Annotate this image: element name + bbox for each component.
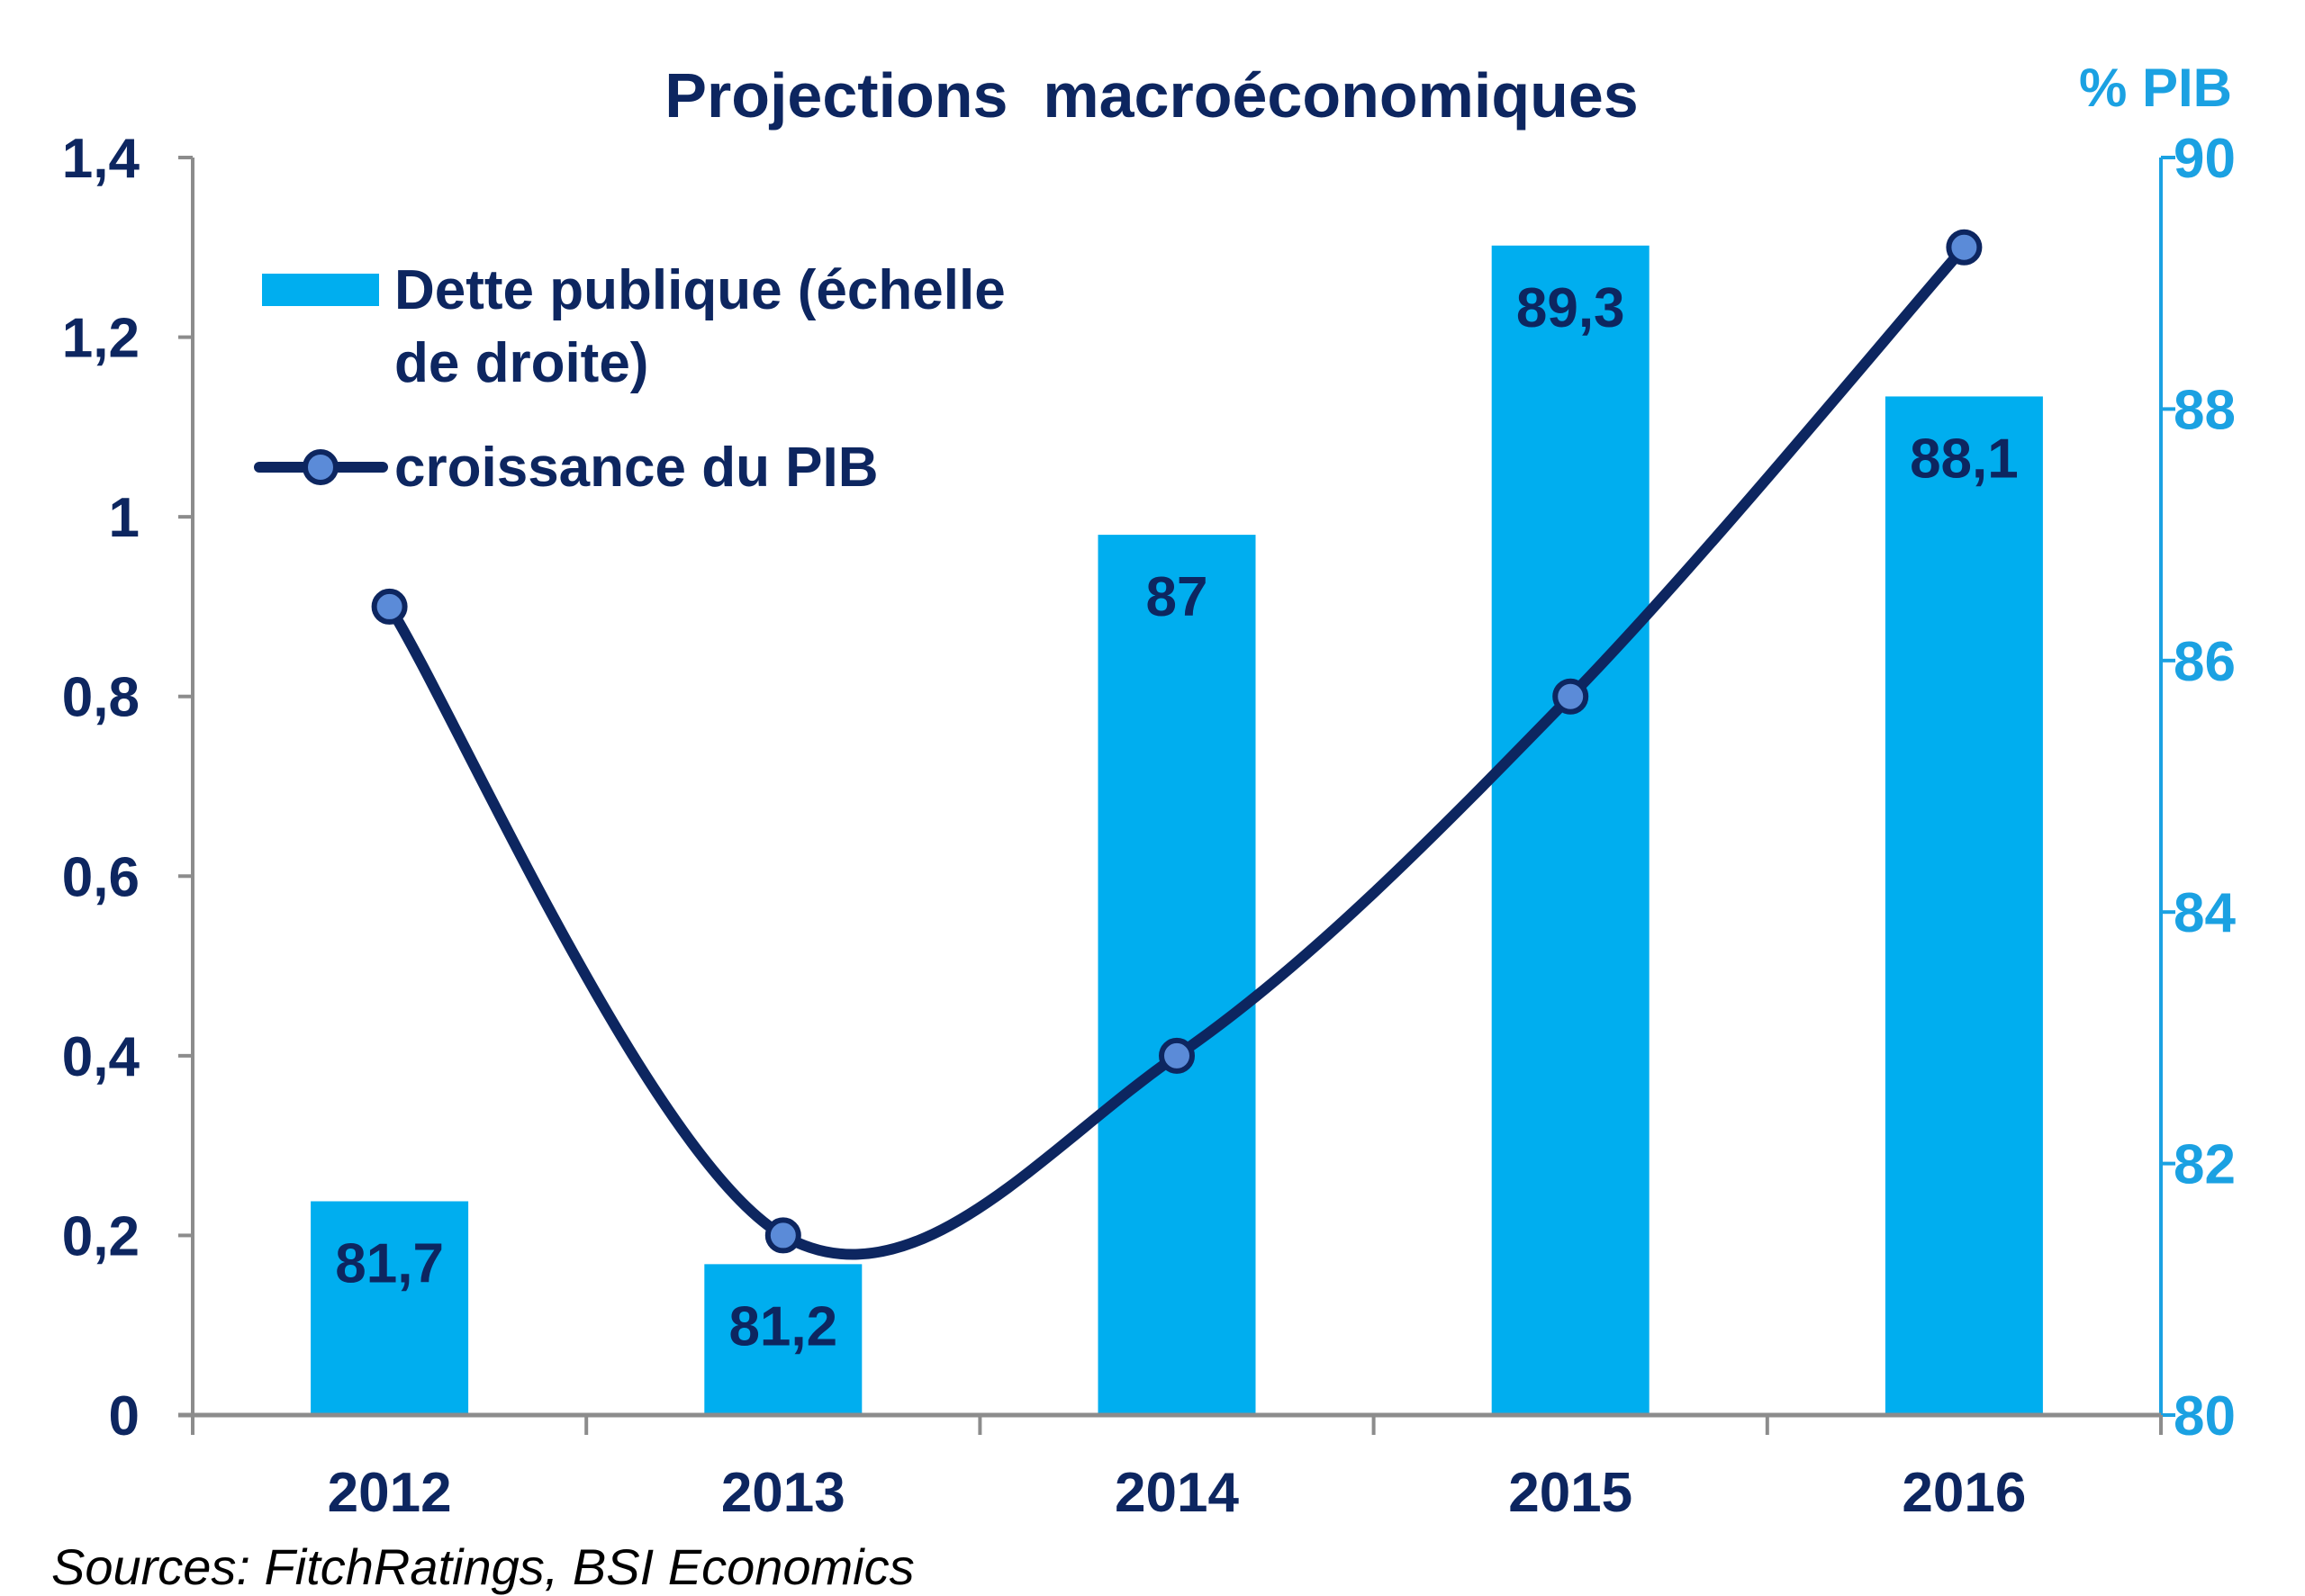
left-tick-label: 0 [109, 1385, 140, 1447]
x-tick-label: 2015 [1508, 1462, 1632, 1524]
left-tick-label: 0,2 [62, 1205, 140, 1267]
x-tick-label: 2012 [328, 1462, 452, 1524]
growth-point-2014 [1159, 1037, 1195, 1074]
bar-2012 [311, 1201, 469, 1415]
left-tick-label: 0,6 [62, 846, 140, 908]
legend-label-bar-line2: de droite) [394, 332, 648, 394]
left-tick-label: 1,4 [62, 128, 140, 190]
left-tick-label: 0,8 [62, 667, 140, 729]
right-tick-label: 88 [2174, 379, 2236, 441]
bar-2016 [1885, 396, 2043, 1416]
right-tick-label: 84 [2174, 882, 2236, 944]
x-tick-label: 2016 [1902, 1462, 2026, 1524]
bar-2013 [704, 1264, 863, 1415]
right-tick-label: 86 [2174, 631, 2236, 693]
bar-value-label: 81,7 [335, 1233, 444, 1295]
x-tick-label: 2014 [1115, 1462, 1239, 1524]
bar-2014 [1098, 535, 1256, 1415]
source-note: Sources: FitchRatings, BSI Economics [51, 1538, 915, 1595]
bar-2015 [1491, 245, 1650, 1415]
growth-point-2016 [1946, 229, 1983, 266]
bar-value-label: 81,2 [728, 1295, 837, 1357]
bar-value-label: 88,1 [1910, 428, 2019, 490]
growth-point-2015 [1552, 678, 1589, 715]
right-tick-label: 82 [2174, 1134, 2236, 1196]
left-tick-label: 1 [109, 487, 140, 549]
right-axis-label: % PIB [2079, 58, 2232, 118]
legend-label-bar-line1: Dette publique (échelle [394, 259, 1006, 321]
growth-point-2012 [371, 588, 408, 625]
bar-value-label: 87 [1146, 566, 1208, 628]
bar-value-label: 89,3 [1516, 277, 1625, 339]
chart-title: Projections macroéconomiques [664, 60, 1638, 131]
legend: Dette publique (échelle de droite) crois… [254, 259, 1006, 499]
right-tick-label: 80 [2174, 1385, 2236, 1447]
right-tick-label: 90 [2174, 128, 2236, 190]
left-tick-label: 0,4 [62, 1026, 140, 1088]
growth-line [384, 243, 1968, 1260]
legend-swatch-bar [262, 274, 379, 306]
left-tick-label: 1,2 [62, 308, 140, 370]
legend-marker [303, 449, 339, 485]
x-tick-label: 2013 [721, 1462, 845, 1524]
growth-point-2013 [764, 1217, 801, 1254]
legend-label-line: croissance du PIB [394, 437, 879, 499]
